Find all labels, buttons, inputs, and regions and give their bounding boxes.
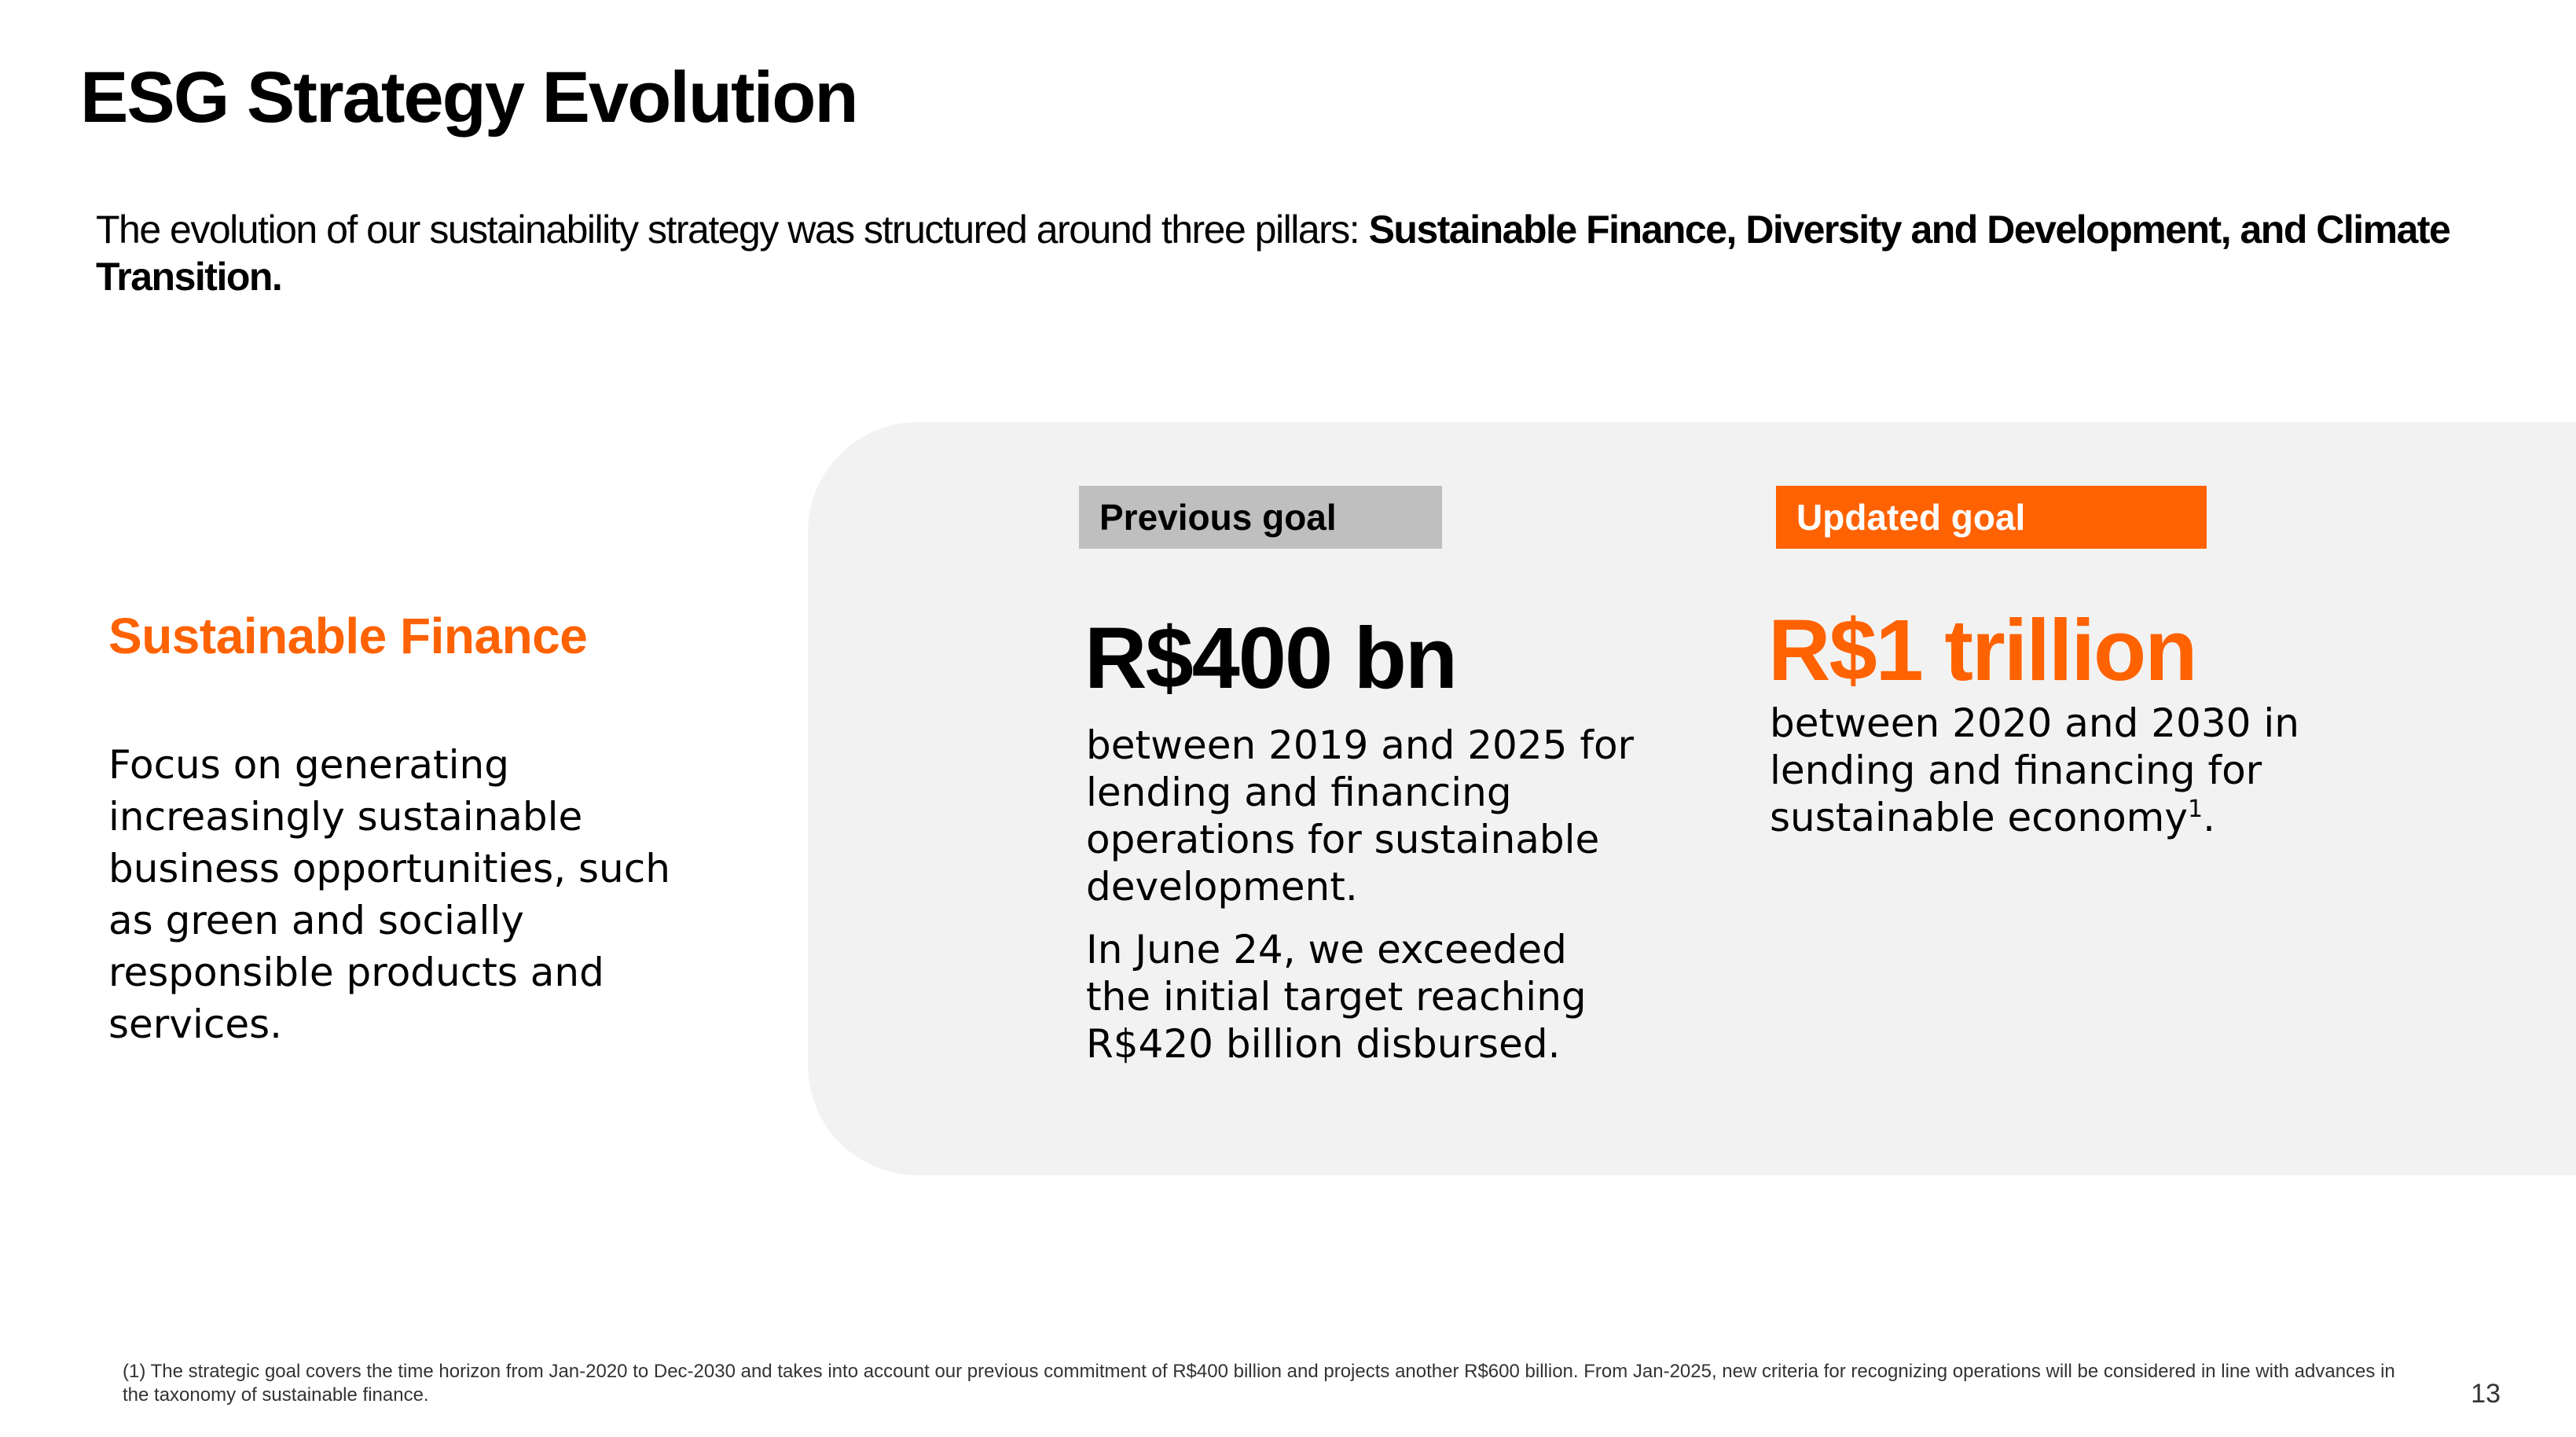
updated-goal-tag: Updated goal (1776, 486, 2207, 549)
updated-goal-value: R$1 trillion (1768, 602, 2197, 699)
page-number: 13 (2471, 1379, 2501, 1409)
previous-goal-tag: Previous goal (1079, 486, 1442, 549)
updated-goal-text-body: between 2020 and 2030 in lending and fin… (1770, 700, 2299, 840)
intro-bold: Sustainable Finance, Diversity and Devel… (96, 208, 2451, 299)
intro-text: The evolution of our sustainability stra… (96, 206, 2453, 300)
previous-goal-text: between 2019 and 2025 for lending and fi… (1086, 722, 1635, 910)
previous-goal-value: R$400 bn (1084, 610, 1458, 707)
pillar-description: Focus on generating increasingly sustain… (108, 742, 670, 1047)
footnote: (1) The strategic goal covers the time h… (123, 1361, 2395, 1406)
footnote-reference: 1 (2187, 796, 2204, 823)
previous-goal-achievement: In June 24, we exceeded the initial targ… (1086, 927, 1587, 1067)
intro-plain: The evolution of our sustainability stra… (96, 208, 1369, 252)
pillar-heading: Sustainable Finance (108, 608, 588, 664)
updated-goal-text: between 2020 and 2030 in lending and fin… (1770, 700, 2320, 841)
updated-goal-text-end: . (2203, 795, 2215, 840)
page-title: ESG Strategy Evolution (80, 57, 859, 138)
